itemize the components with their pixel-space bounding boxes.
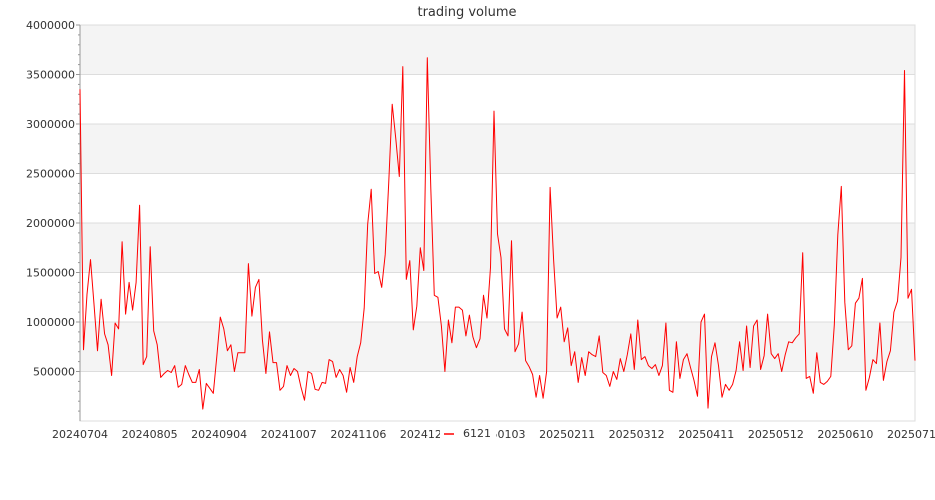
x-tick-label: 20250610 xyxy=(817,428,873,441)
y-tick-label: 3000000 xyxy=(26,118,75,131)
x-axis: 20240704 20240805 20240904 20241007 20241106… xyxy=(52,428,935,441)
y-tick-label: 500000 xyxy=(33,366,75,379)
y-axis: 500000 1000000 1500000 2000000 2500000 300000… xyxy=(26,19,81,421)
x-tick-label: 20250711 xyxy=(887,428,935,441)
background-band xyxy=(80,25,915,75)
y-tick-label: 1000000 xyxy=(26,316,75,329)
y-tick-label: 2000000 xyxy=(26,217,75,230)
legend-background xyxy=(440,426,496,442)
series-line-6121 xyxy=(79,57,916,410)
x-tick-label: 20250211 xyxy=(539,428,595,441)
background-bands xyxy=(80,25,915,372)
y-tick-label: 4000000 xyxy=(26,19,75,32)
background-band xyxy=(80,322,915,372)
legend-label: 6121 xyxy=(463,427,491,440)
x-tick-label: 20241106 xyxy=(330,428,386,441)
x-tick-label: 20240805 xyxy=(122,428,178,441)
y-tick-label: 2500000 xyxy=(26,168,75,181)
x-tick-label: 20240904 xyxy=(191,428,247,441)
x-tick-label: 20241007 xyxy=(261,428,317,441)
background-band xyxy=(80,124,915,174)
y-tick-label: 3500000 xyxy=(26,69,75,82)
x-tick-label: 20250312 xyxy=(609,428,665,441)
y-tick-label: 1500000 xyxy=(26,267,75,280)
legend: 6121 xyxy=(440,426,496,442)
x-tick-label: 20250411 xyxy=(678,428,734,441)
grid-lines xyxy=(80,24,915,372)
x-tick-label: 20250512 xyxy=(748,428,804,441)
series-layer xyxy=(79,57,916,410)
x-tick-label: 20240704 xyxy=(52,428,108,441)
chart-title: trading volume xyxy=(417,5,516,20)
